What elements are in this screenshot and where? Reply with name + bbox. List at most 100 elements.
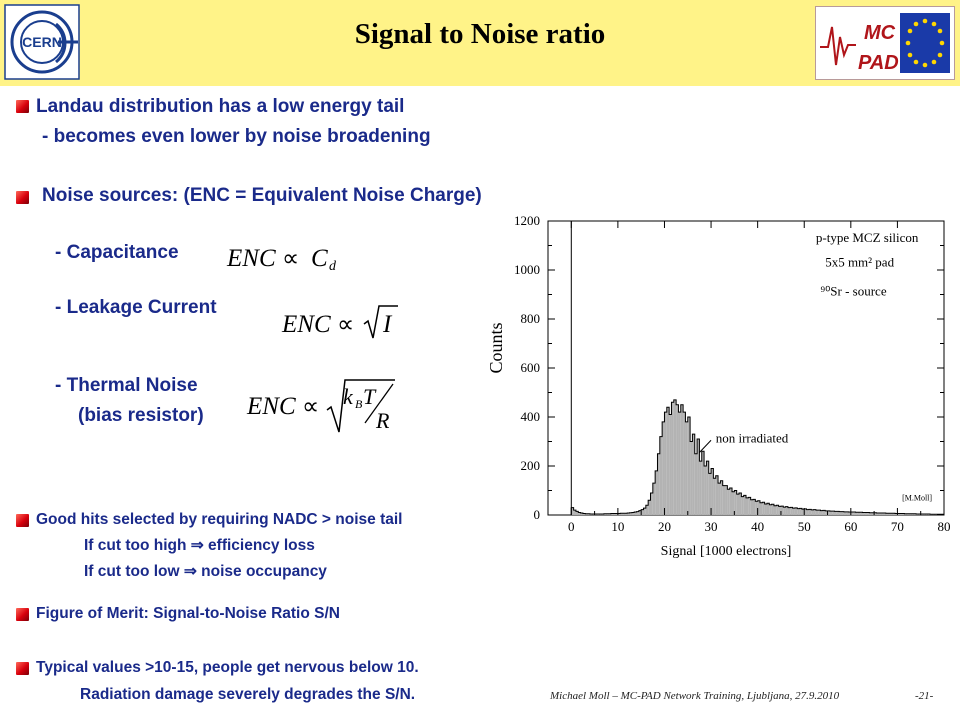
mcpad-logo-graphic: MC PAD [820, 13, 950, 74]
histogram-bar [843, 511, 847, 515]
histogram-bar [727, 489, 730, 515]
formula-capacitance: ENC ∝ C d [226, 245, 337, 274]
histogram-bar [729, 488, 733, 515]
sqrt-icon [326, 379, 395, 433]
histogram-bar [704, 466, 707, 515]
bias-resistor-label: (bias resistor) [78, 405, 204, 426]
histogram-bar [815, 510, 819, 515]
y-tick-label: 1200 [514, 213, 540, 228]
histogram-bar [699, 461, 702, 515]
histogram-bar [673, 399, 677, 515]
histogram-bar [669, 414, 672, 515]
y-tick-label: 400 [521, 409, 541, 424]
annotation-material: p-type MCZ silicon [816, 230, 919, 245]
histogram-bar [862, 512, 865, 515]
histogram-bar [610, 513, 614, 515]
x-tick-label: 10 [611, 519, 624, 534]
y-axis-label: Counts [486, 322, 506, 373]
bullet-icon [16, 514, 29, 527]
formula-enc: ENC [226, 245, 276, 272]
histogram-bar [683, 412, 686, 515]
histogram-bar [746, 497, 749, 515]
histogram-bar [736, 494, 740, 515]
histogram-bar [657, 453, 660, 515]
histogram-bar [783, 507, 786, 515]
fraction-slash [364, 383, 394, 424]
histogram-bar [659, 436, 663, 515]
histogram-bar [750, 499, 753, 515]
histogram-bar [573, 510, 576, 515]
histogram-bar [634, 512, 637, 515]
header-bar [0, 0, 960, 86]
histogram-bar [690, 441, 693, 515]
histogram-bar [650, 492, 653, 515]
histogram-bar [759, 502, 763, 515]
cern-logo-text: CERN [22, 34, 62, 50]
sqrt-icon [363, 305, 398, 339]
formula-enc: ENC [246, 393, 296, 420]
histogram-bar [799, 508, 802, 515]
histogram-bar [883, 513, 886, 515]
histogram-bar [829, 511, 833, 515]
footer-author: Michael Moll – MC-PAD Network Training, … [550, 690, 840, 702]
histogram-bar [897, 513, 900, 515]
histogram-bar [846, 511, 849, 515]
histogram-bar [871, 512, 875, 515]
page-title: Signal to Noise ratio [354, 18, 606, 50]
histogram-bar [850, 512, 854, 515]
cern-logo: CERN [4, 4, 80, 80]
histogram-bar [743, 495, 746, 515]
histogram-bar [701, 451, 705, 515]
histogram-bar [806, 509, 809, 515]
histogram-bar [575, 511, 579, 515]
formula-k: k [343, 384, 354, 409]
y-tick-label: 800 [521, 311, 541, 326]
page-number: -21- [915, 690, 934, 702]
histogram-bar [867, 512, 870, 515]
histogram-bar [622, 513, 625, 515]
histogram-bar [620, 513, 623, 515]
histogram-bar [822, 510, 826, 515]
formula-thermal: ENC ∝ k B T R [246, 379, 395, 433]
histogram-bar [853, 512, 856, 515]
histogram-bar [638, 510, 642, 515]
annotation-credit: [M.Moll] [902, 493, 932, 502]
formula-propto: ∝ [337, 312, 354, 338]
histogram-bar [909, 513, 912, 515]
x-tick-label: 80 [938, 519, 951, 534]
histogram-bar [839, 511, 842, 515]
formula-enc: ENC [281, 311, 331, 338]
histogram-bar [694, 453, 698, 515]
cern-logo-graphic: CERN [4, 4, 80, 80]
histogram-bar [890, 513, 893, 515]
landau-line-1: Landau distribution has a low energy tai… [36, 96, 405, 117]
formula-propto: ∝ [282, 246, 299, 272]
annotation-pad-size: 5x5 mm² pad [825, 254, 894, 269]
histogram-bar [662, 421, 665, 515]
histogram-bar [911, 513, 914, 515]
histogram-bar [755, 501, 758, 515]
histogram-bar [864, 512, 868, 515]
histogram-bar [666, 407, 670, 515]
histogram-bar [773, 505, 777, 515]
histogram-bar [606, 513, 609, 515]
histogram-bar [874, 512, 877, 515]
histogram-bar [715, 475, 719, 515]
x-tick-label: 40 [751, 519, 764, 534]
histogram-bar [832, 511, 835, 515]
histogram-bar [645, 505, 649, 515]
histogram-bar [757, 500, 760, 515]
histogram-bar [857, 512, 861, 515]
histogram-bar [641, 509, 644, 515]
x-tick-label: 0 [568, 519, 575, 534]
histogram-bar [855, 512, 858, 515]
histogram-bar [613, 513, 616, 515]
histogram-bar [813, 509, 816, 515]
histogram-bar [797, 508, 800, 515]
histogram-bar [804, 508, 807, 515]
histogram-outline [570, 399, 945, 515]
annotation-source: ⁹⁰Sr - source [821, 284, 887, 299]
histogram-bar [878, 513, 882, 515]
mcpad-logo-pad: PAD [858, 52, 899, 74]
histogram-bar [580, 513, 583, 515]
